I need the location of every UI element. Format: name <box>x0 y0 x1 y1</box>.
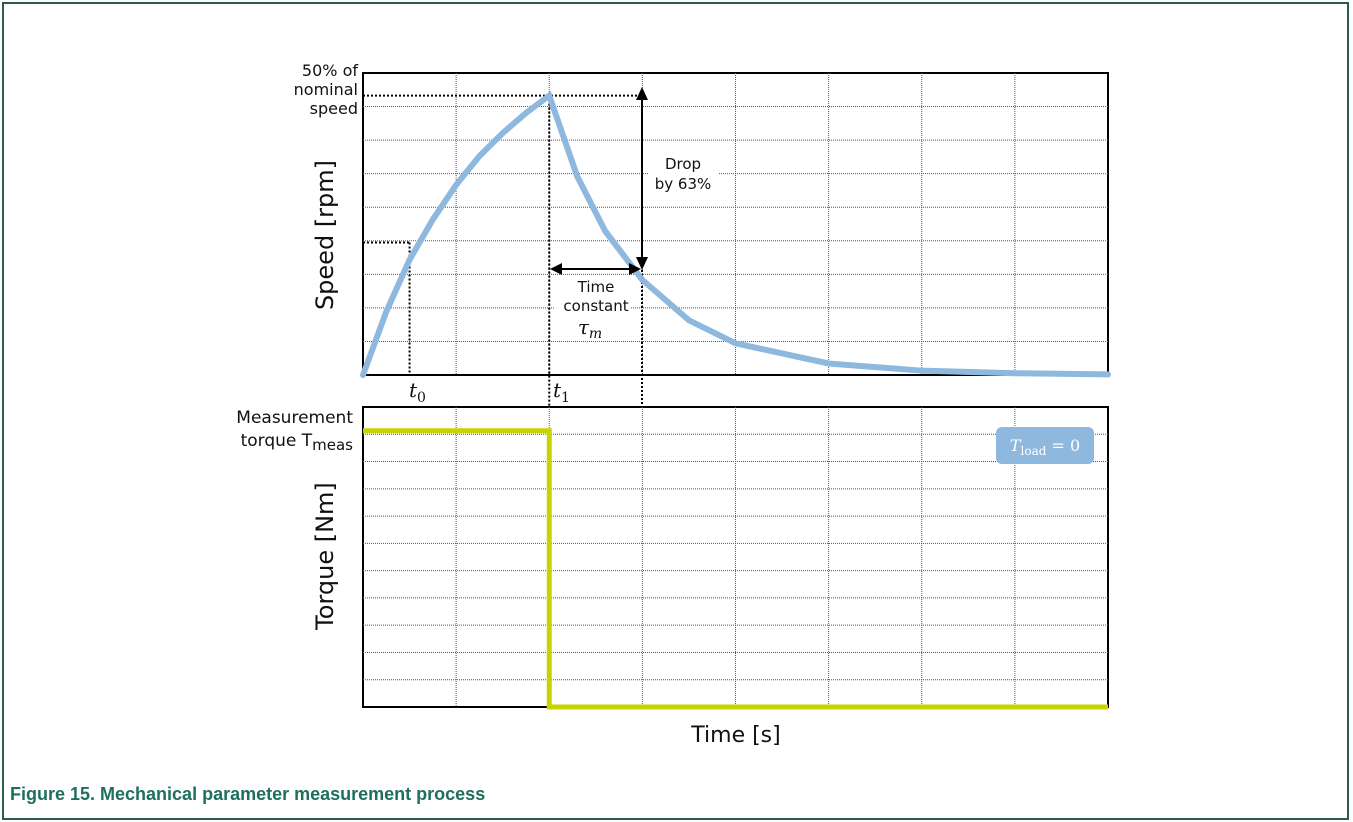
tau-label-1: Time <box>577 278 615 296</box>
speed-curve <box>360 90 1111 378</box>
torque-step-line <box>363 428 1108 710</box>
torque-top-label-1: Measurement <box>236 408 353 428</box>
tau-arrow-head-right <box>629 263 641 275</box>
tau-symbol: τm <box>578 315 602 342</box>
torque-panel: Measurement torque Tmeas Torque [Nm] Tim… <box>236 406 1109 748</box>
t1-label: t1 <box>553 378 570 406</box>
figure-caption: Figure 15. Mechanical parameter measurem… <box>10 784 486 804</box>
drop-label-bg <box>648 151 718 195</box>
tau-label-bg <box>555 276 630 340</box>
speed-panel: 50% of nominal speed Speed [rpm] Drop by… <box>294 61 1111 407</box>
x-axis-label: Time [s] <box>690 723 780 748</box>
tload-legend-box <box>996 427 1094 464</box>
speed-top-label-1: 50% of <box>302 61 358 80</box>
torque-grid <box>363 407 1108 707</box>
drop-arrow-head-up <box>636 87 648 100</box>
tload-legend-text: Tload = 0 <box>1010 436 1080 458</box>
drop-arrow-head-down <box>636 257 648 270</box>
speed-y-axis-label: Speed [rpm] <box>311 160 339 310</box>
torque-top-label-2: torque Tmeas <box>241 431 354 454</box>
drop-label-2: by 63% <box>655 175 712 193</box>
t0-label: t0 <box>409 378 426 406</box>
torque-y-axis-label: Torque [Nm] <box>311 482 339 631</box>
speed-top-label-3: speed <box>310 99 358 118</box>
drop-label-1: Drop <box>665 155 701 173</box>
speed-top-label-2: nominal <box>294 80 358 99</box>
speed-grid <box>363 73 1108 407</box>
tau-label-2: constant <box>563 297 628 315</box>
tau-arrow-head-left <box>550 263 562 275</box>
